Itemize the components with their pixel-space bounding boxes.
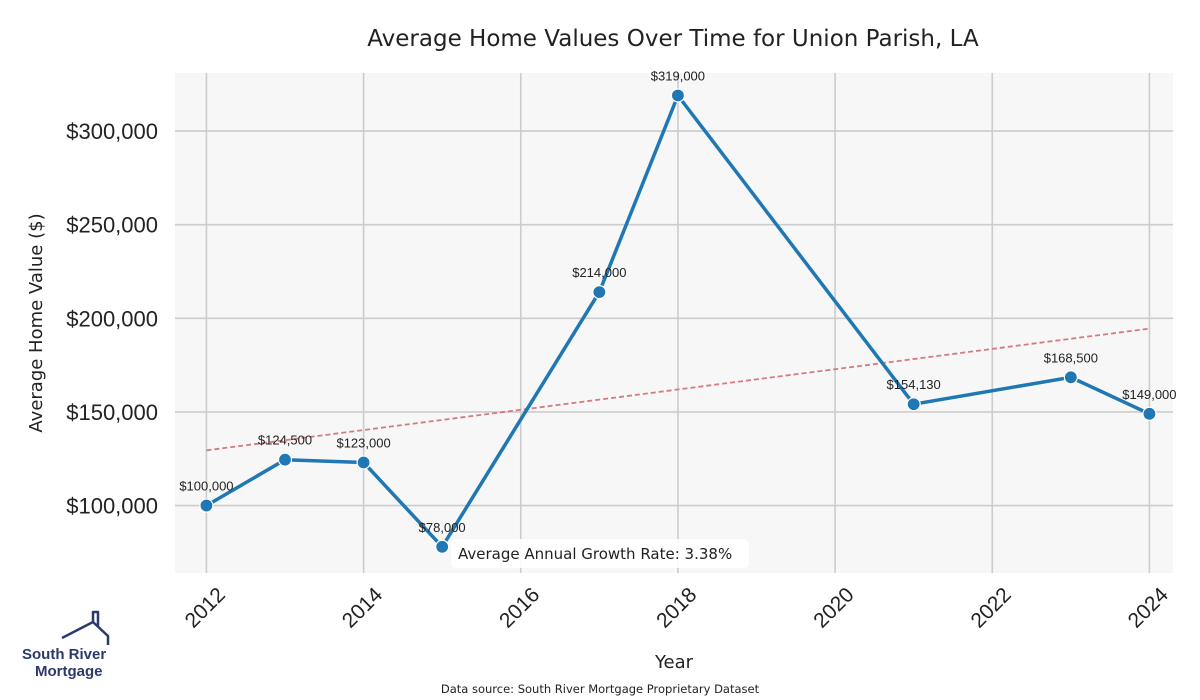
data-label: $123,000 — [336, 436, 390, 451]
data-label: $149,000 — [1122, 387, 1176, 402]
y-tick-labels: $100,000 $150,000 $200,000 $250,000 $300,000 — [66, 119, 158, 519]
data-label: $319,000 — [651, 68, 705, 83]
plot-area — [175, 73, 1173, 573]
x-tick-labels: 2012 2014 2016 2018 2020 2022 2024 — [181, 583, 1174, 633]
y-tick-label: $300,000 — [66, 119, 158, 144]
data-point — [435, 539, 450, 554]
data-label: $78,000 — [419, 520, 466, 535]
growth-rate-annotation: Average Annual Growth Rate: 3.38% — [451, 539, 749, 568]
trendline-group — [206, 327, 1150, 452]
data-source: Data source: South River Mortgage Propri… — [441, 682, 760, 696]
x-tick-label: 2012 — [181, 583, 230, 632]
point-labels-group: $100,000 $124,500 $123,000 $78,000 $214,000 $… — [179, 68, 1176, 534]
y-tick-label: $250,000 — [66, 213, 158, 238]
y-tick-label: $150,000 — [66, 400, 158, 425]
points-group — [199, 88, 1157, 554]
chart-title: Average Home Values Over Time for Union … — [367, 26, 979, 52]
data-point — [592, 285, 607, 300]
x-axis-label: Year — [654, 652, 694, 673]
trendline — [206, 327, 1150, 452]
data-point — [356, 455, 371, 470]
data-point — [670, 88, 686, 103]
logo: South River Mortgage — [22, 610, 110, 680]
data-label: $168,500 — [1044, 350, 1098, 365]
growth-rate-text: Average Annual Growth Rate: 3.38% — [458, 545, 732, 563]
grid — [175, 73, 1173, 573]
data-label: $154,130 — [887, 377, 941, 392]
data-label: $100,000 — [179, 479, 233, 494]
data-point — [277, 452, 293, 467]
x-tick-label: 2022 — [966, 583, 1015, 632]
y-axis-label: Average Home Value ($) — [26, 213, 47, 432]
x-tick-label: 2020 — [809, 583, 858, 632]
data-label: $124,500 — [258, 433, 312, 448]
data-label: $214,000 — [572, 265, 626, 280]
y-tick-label: $200,000 — [66, 306, 158, 331]
house-roof-icon — [61, 610, 110, 645]
x-tick-label: 2014 — [338, 583, 388, 633]
data-point — [1063, 370, 1078, 385]
data-point — [199, 498, 214, 513]
x-tick-label: 2018 — [652, 583, 701, 632]
x-tick-label: 2016 — [495, 583, 544, 632]
y-tick-label: $100,000 — [66, 494, 158, 519]
data-point — [906, 397, 921, 412]
data-point — [1142, 406, 1157, 421]
logo-text-line2: Mortgage — [35, 663, 103, 680]
x-tick-label: 2024 — [1124, 583, 1174, 633]
logo-text-line1: South River — [22, 646, 106, 663]
